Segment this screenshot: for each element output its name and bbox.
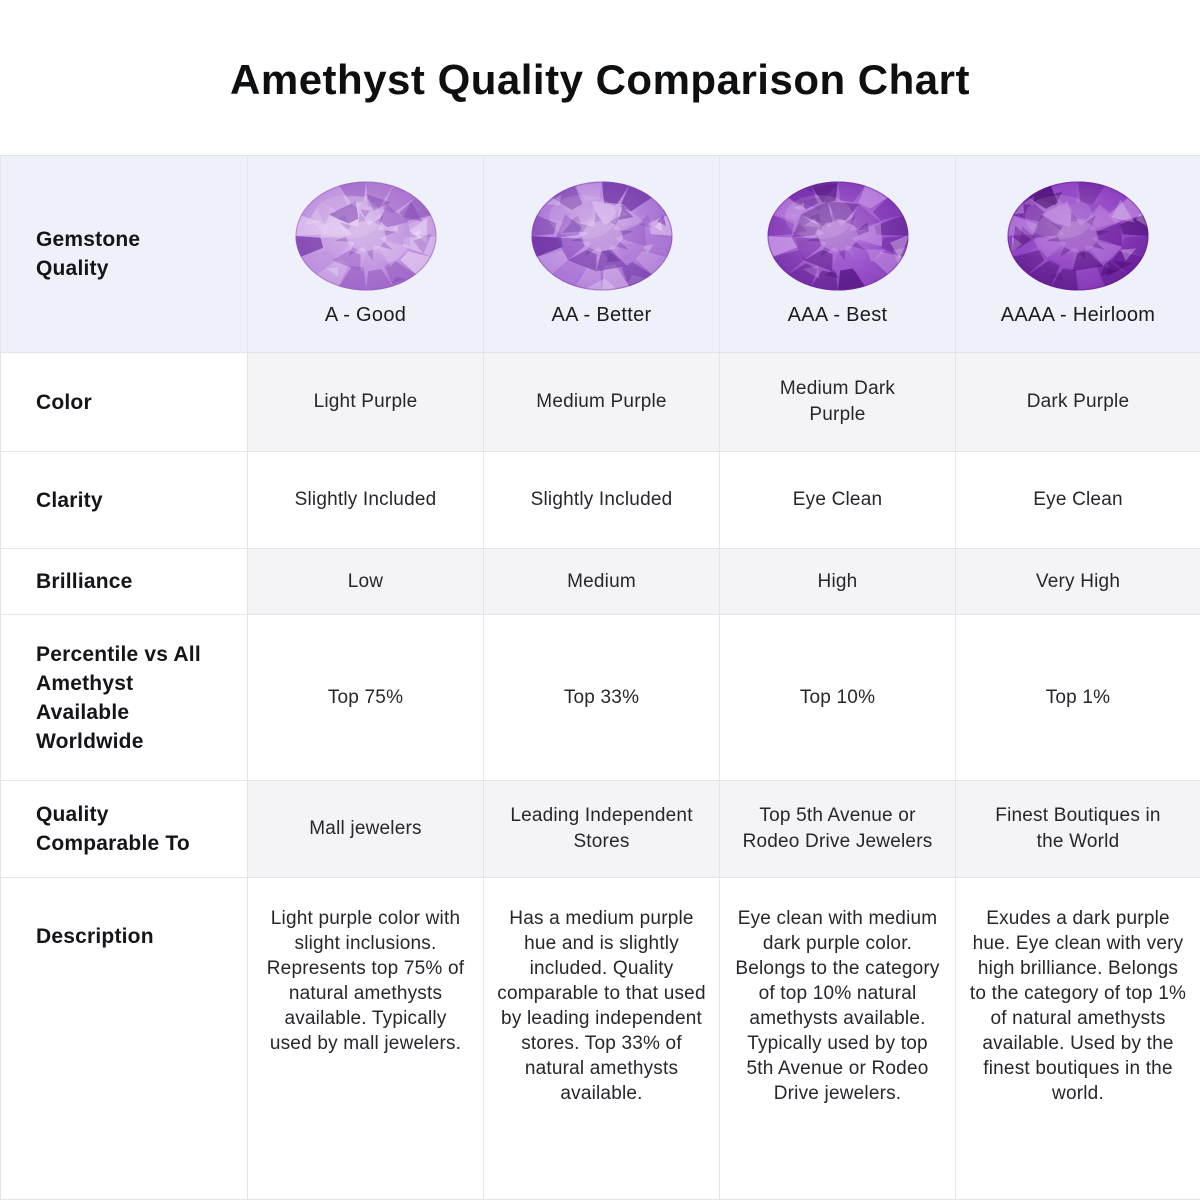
table-cell-comparable-a: Mall jewelers (248, 781, 484, 878)
row-label-percentile: Percentile vs All Amethyst Available Wor… (0, 615, 248, 781)
table-cell-description-aa: Has a medium purple hue and is slightly … (484, 878, 720, 1200)
amethyst-gem-medium-icon (531, 181, 672, 291)
amethyst-gem-medium-dark-icon (767, 181, 908, 291)
table-cell-clarity-aaaa: Eye Clean (956, 452, 1200, 549)
corner-header-cell: Gemstone Quality (0, 156, 248, 353)
table-cell-clarity-aaa: Eye Clean (720, 452, 956, 549)
page-title: Amethyst Quality Comparison Chart (230, 56, 970, 103)
table-cell-percentile-aa: Top 33% (484, 615, 720, 781)
row-label-color: Color (0, 353, 248, 452)
row-label-clarity: Clarity (0, 452, 248, 549)
column-caption: AA - Better (551, 304, 652, 326)
table-cell-color-aaaa: Dark Purple (956, 353, 1200, 452)
table-cell-brilliance-a: Low (248, 549, 484, 615)
corner-header-label: Gemstone Quality (36, 228, 141, 280)
column-caption: A - Good (324, 304, 407, 326)
table-cell-description-a: Light purple color with slight inclusion… (248, 878, 484, 1200)
amethyst-gem-light-icon (295, 181, 436, 291)
column-header-a-good: A - Good (248, 156, 484, 353)
table-cell-percentile-aaaa: Top 1% (956, 615, 1200, 781)
column-caption: AAA - Best (787, 304, 888, 326)
column-caption: AAAA - Heirloom (1000, 304, 1156, 326)
table-cell-clarity-a: Slightly Included (248, 452, 484, 549)
table-cell-brilliance-aa: Medium (484, 549, 720, 615)
table-cell-brilliance-aaaa: Very High (956, 549, 1200, 615)
comparison-table: Gemstone Quality A - Good AA - Better AA… (0, 155, 1200, 1200)
table-cell-comparable-aaa: Top 5th Avenue or Rodeo Drive Jewelers (720, 781, 956, 878)
table-cell-description-aaaa: Exudes a dark purple hue. Eye clean with… (956, 878, 1200, 1200)
row-label-quality-comparable: Quality Comparable To (0, 781, 248, 878)
table-cell-percentile-aaa: Top 10% (720, 615, 956, 781)
table-cell-comparable-aa: Leading Independent Stores (484, 781, 720, 878)
column-header-aaaa-heirloom: AAAA - Heirloom (956, 156, 1200, 353)
table-cell-color-aaa: Medium Dark Purple (720, 353, 956, 452)
table-cell-percentile-a: Top 75% (248, 615, 484, 781)
table-cell-clarity-aa: Slightly Included (484, 452, 720, 549)
row-label-description: Description (0, 878, 248, 1200)
table-cell-description-aaa: Eye clean with medium dark purple color.… (720, 878, 956, 1200)
table-cell-color-a: Light Purple (248, 353, 484, 452)
row-label-brilliance: Brilliance (0, 549, 248, 615)
table-cell-comparable-aaaa: Finest Boutiques in the World (956, 781, 1200, 878)
column-header-aaa-best: AAA - Best (720, 156, 956, 353)
table-cell-color-aa: Medium Purple (484, 353, 720, 452)
column-header-aa-better: AA - Better (484, 156, 720, 353)
table-cell-brilliance-aaa: High (720, 549, 956, 615)
amethyst-gem-dark-icon (1007, 181, 1149, 291)
